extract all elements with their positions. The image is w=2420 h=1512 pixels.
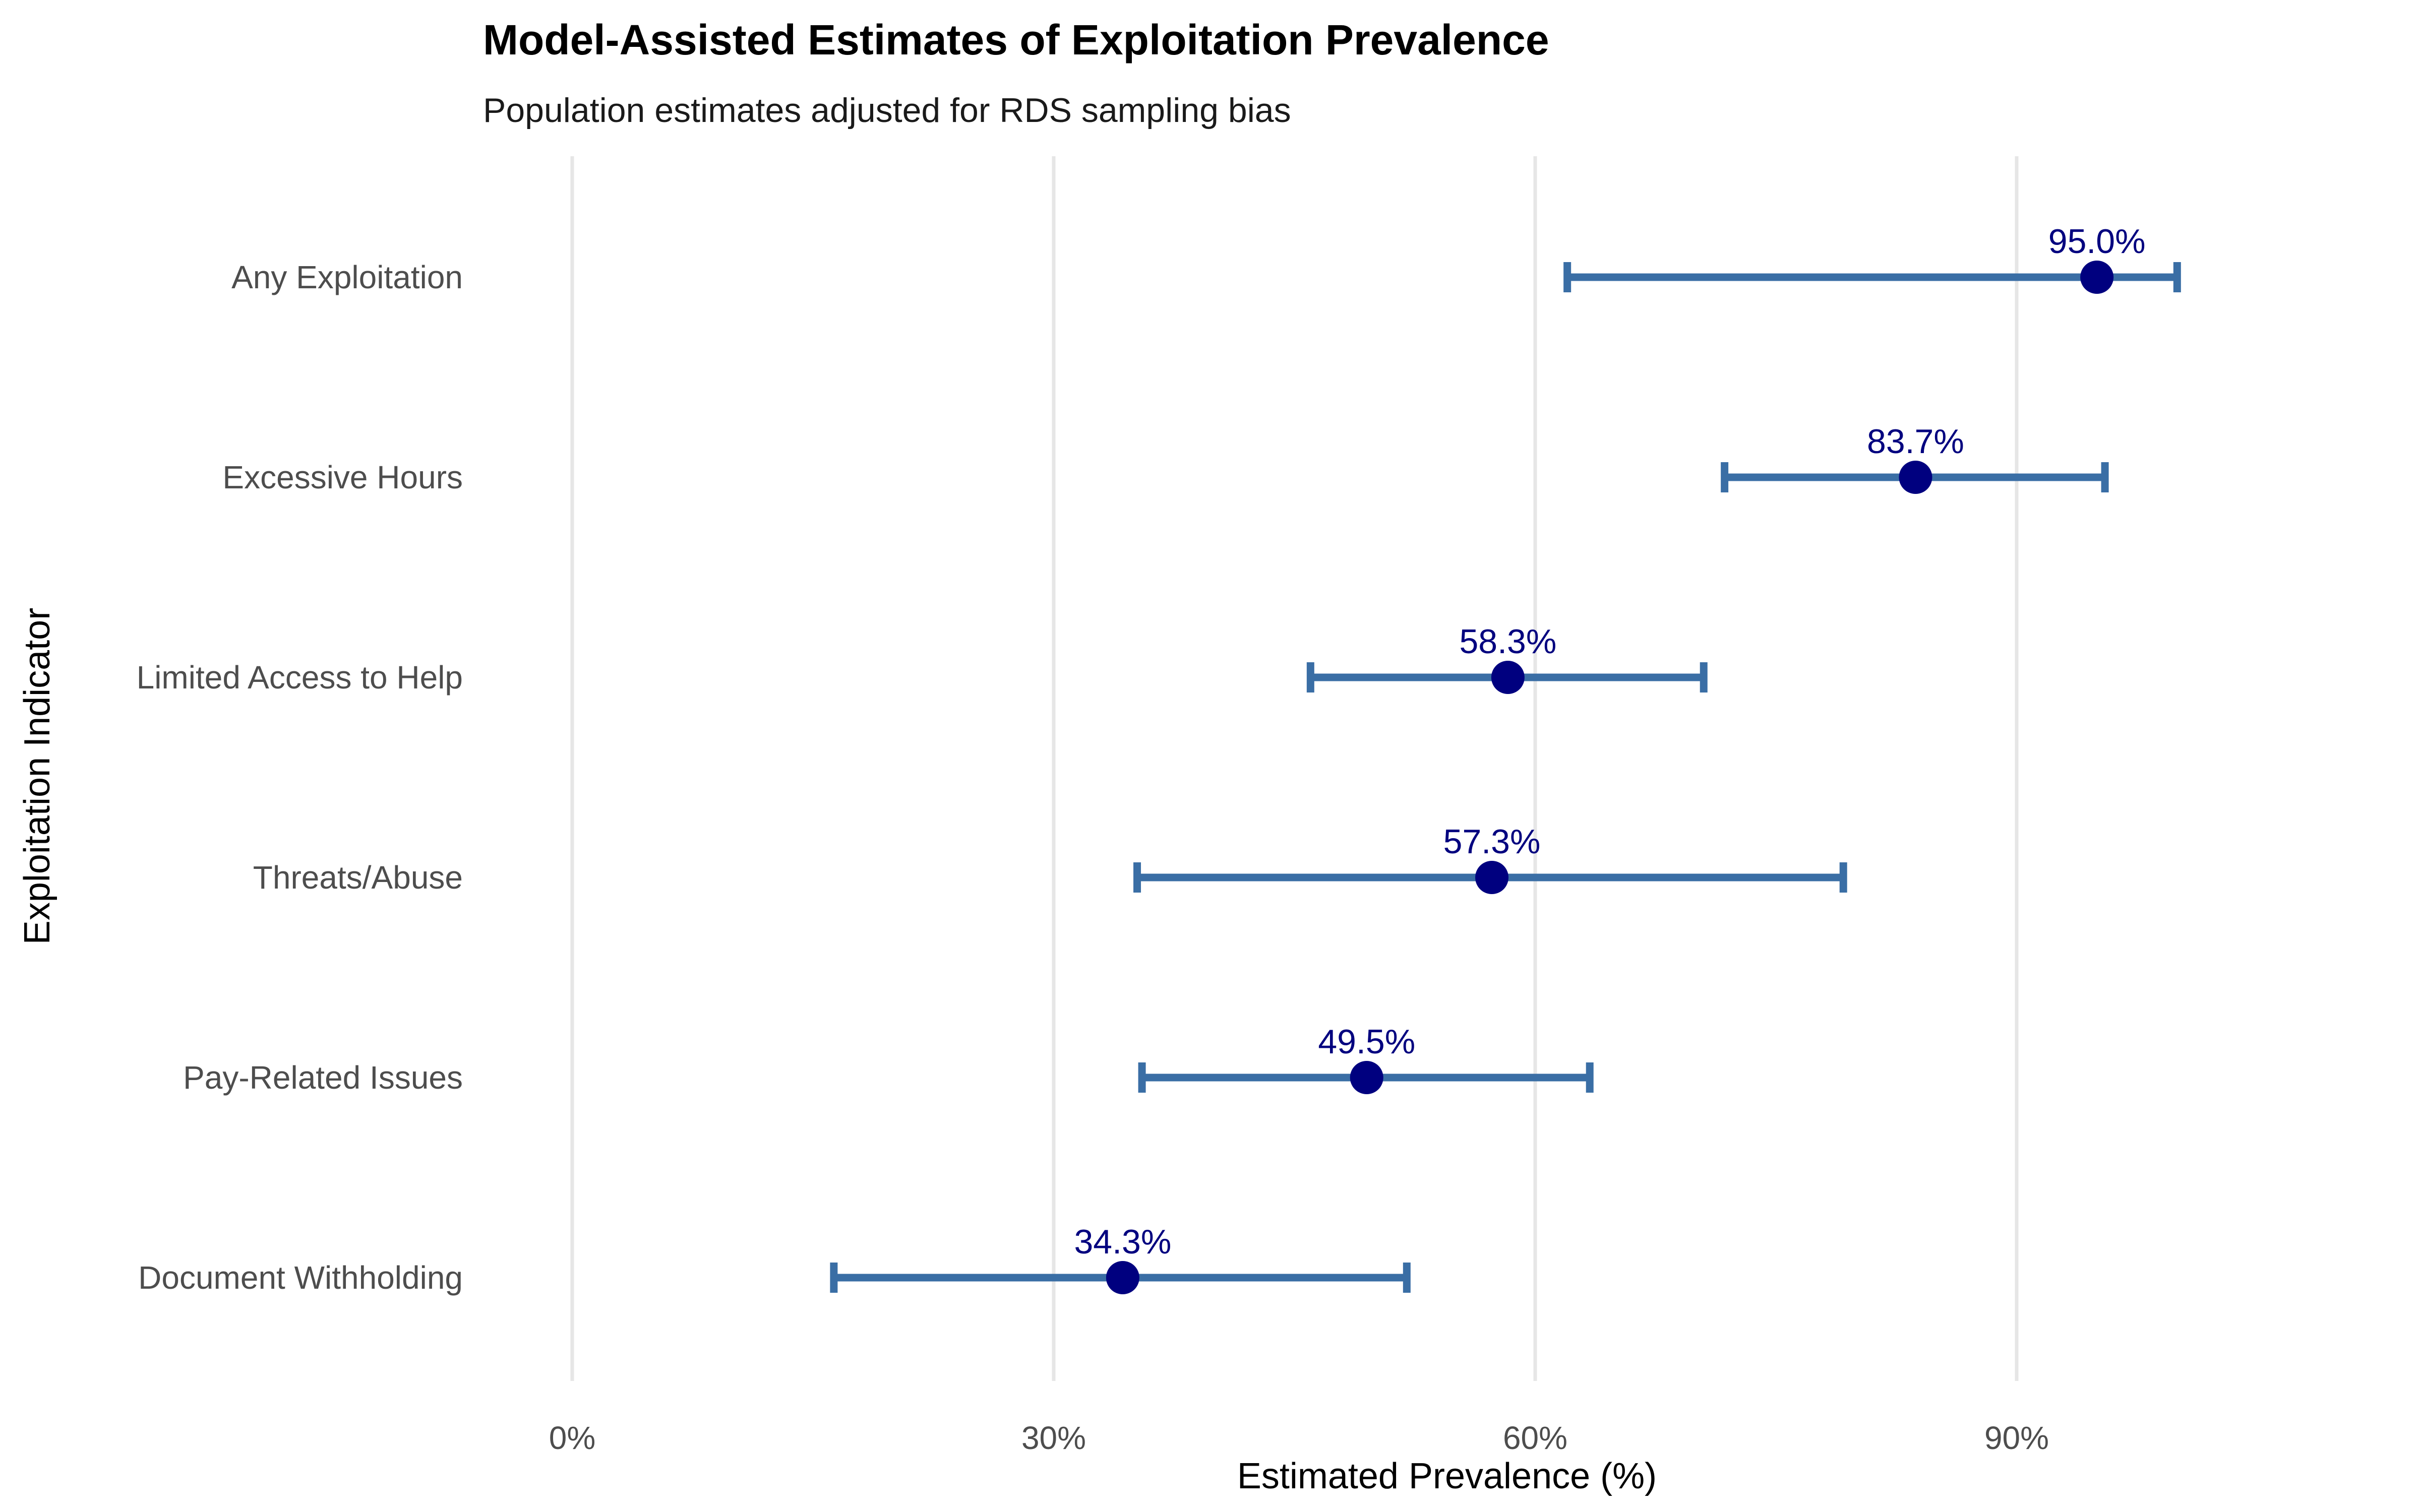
data-point — [1106, 1261, 1139, 1294]
data-label: 49.5% — [1318, 1023, 1415, 1061]
y-tick-label: Any Exploitation — [231, 259, 463, 295]
data-label: 95.0% — [2048, 222, 2146, 261]
y-axis-ticks: Any Exploitation Excessive Hours Limited A… — [137, 259, 463, 1296]
y-axis-title: Exploitation Indicator — [17, 608, 57, 944]
data-point — [1491, 661, 1525, 694]
data-label: 58.3% — [1459, 622, 1556, 661]
y-tick-label: Document Withholding — [138, 1259, 463, 1296]
grid — [570, 156, 2019, 1381]
data-labels: 95.0% 83.7% 58.3% 57.3% 49.5% 34.3% — [1074, 222, 2145, 1261]
y-tick-label: Excessive Hours — [222, 459, 463, 495]
x-tick-label: 90% — [1984, 1420, 2049, 1456]
data-label: 34.3% — [1074, 1223, 1171, 1261]
x-axis-ticks: 0% 30% 60% 90% — [549, 1420, 2049, 1456]
chart-subtitle: Population estimates adjusted for RDS sa… — [483, 91, 1291, 130]
x-tick-label: 0% — [549, 1420, 596, 1456]
data-label: 83.7% — [1867, 422, 1964, 461]
y-tick-label: Limited Access to Help — [137, 659, 463, 696]
x-axis-title: Estimated Prevalence (%) — [1237, 1456, 1657, 1496]
points — [1106, 261, 2114, 1294]
x-tick-label: 60% — [1503, 1420, 1567, 1456]
data-label: 57.3% — [1443, 823, 1541, 861]
data-point — [1899, 461, 1932, 494]
y-tick-label: Pay-Related Issues — [183, 1059, 463, 1096]
x-tick-label: 30% — [1021, 1420, 1086, 1456]
data-point — [2080, 261, 2114, 294]
error-bars — [830, 262, 2181, 1293]
y-tick-label: Threats/Abuse — [253, 859, 463, 896]
data-point — [1350, 1061, 1383, 1094]
data-point — [1475, 861, 1509, 894]
chart-title: Model-Assisted Estimates of Exploitation… — [483, 16, 1549, 64]
